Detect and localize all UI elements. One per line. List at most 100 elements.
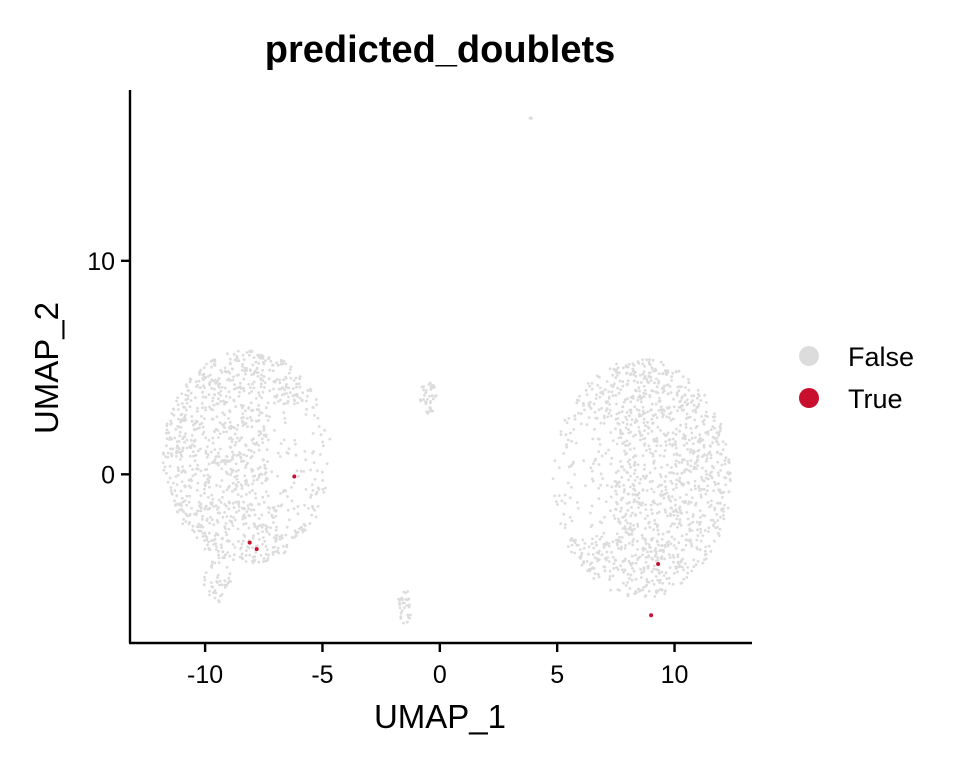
false-point xyxy=(679,509,682,512)
false-point xyxy=(192,439,196,443)
false-point xyxy=(570,550,573,554)
false-point xyxy=(237,505,241,508)
false-point xyxy=(614,507,617,511)
false-point xyxy=(619,460,622,463)
false-point xyxy=(692,403,696,407)
false-point xyxy=(196,449,200,453)
false-point xyxy=(631,367,635,371)
false-point xyxy=(597,558,601,562)
false-point xyxy=(553,459,557,463)
false-point xyxy=(207,462,211,466)
false-point xyxy=(621,366,625,370)
false-point xyxy=(218,485,222,488)
false-point xyxy=(605,550,609,554)
false-point xyxy=(288,371,291,375)
false-point xyxy=(604,451,608,455)
false-point xyxy=(665,443,668,447)
false-point xyxy=(278,455,282,458)
false-point xyxy=(668,566,672,570)
false-point xyxy=(196,406,199,410)
false-point xyxy=(650,570,654,573)
false-point xyxy=(660,570,664,574)
false-point xyxy=(180,496,184,500)
false-point xyxy=(215,380,219,383)
false-point xyxy=(315,490,319,494)
x-tick-label: 5 xyxy=(550,661,564,689)
false-point xyxy=(201,377,205,380)
false-point xyxy=(666,369,669,372)
false-point xyxy=(614,489,617,493)
false-point xyxy=(252,356,256,359)
false-point xyxy=(316,486,320,490)
false-point xyxy=(624,519,628,522)
false-point xyxy=(637,426,641,429)
false-point xyxy=(619,388,622,391)
false-point xyxy=(708,505,711,509)
false-point xyxy=(614,427,617,431)
false-point xyxy=(165,431,168,435)
false-point xyxy=(713,539,716,543)
false-point xyxy=(614,471,618,474)
false-point xyxy=(205,362,208,366)
false-point xyxy=(657,510,661,514)
false-point xyxy=(261,523,265,527)
false-point xyxy=(202,474,206,477)
false-point xyxy=(636,398,640,402)
false-point xyxy=(660,466,663,469)
false-point xyxy=(218,382,222,386)
false-point xyxy=(282,488,286,492)
false-point xyxy=(691,409,695,413)
false-point xyxy=(669,506,673,510)
false-point xyxy=(617,411,621,415)
false-point xyxy=(223,556,226,560)
false-point xyxy=(267,377,271,381)
false-point xyxy=(186,394,190,398)
false-point xyxy=(239,547,243,551)
false-point xyxy=(262,560,265,563)
false-point xyxy=(597,575,601,579)
false-point xyxy=(719,469,722,472)
false-point xyxy=(256,374,260,378)
false-point xyxy=(207,393,211,396)
false-point xyxy=(197,379,201,383)
false-point xyxy=(675,486,678,489)
false-point xyxy=(275,361,279,365)
false-point xyxy=(722,517,726,521)
legend-false-label: False xyxy=(848,342,914,372)
false-point xyxy=(595,534,599,538)
false-point xyxy=(597,375,601,379)
false-point xyxy=(232,506,236,510)
false-point xyxy=(307,506,310,510)
false-point xyxy=(187,522,191,526)
false-point xyxy=(685,532,688,536)
false-point xyxy=(173,436,177,440)
false-point xyxy=(231,481,235,485)
false-point xyxy=(224,401,227,404)
false-point xyxy=(191,524,195,528)
false-point xyxy=(274,514,278,518)
false-point xyxy=(630,529,634,533)
false-point xyxy=(232,375,236,379)
false-point xyxy=(724,476,728,480)
false-point xyxy=(303,450,307,453)
false-point xyxy=(216,573,220,577)
false-point xyxy=(641,405,645,409)
false-point xyxy=(716,471,720,475)
false-point xyxy=(282,544,285,548)
false-point xyxy=(705,457,709,460)
false-point xyxy=(188,405,192,408)
false-point xyxy=(298,375,302,378)
false-point xyxy=(656,578,660,582)
false-point xyxy=(321,440,324,444)
false-point xyxy=(577,411,580,415)
false-point xyxy=(628,485,632,489)
false-point xyxy=(261,458,265,462)
false-point xyxy=(203,487,206,491)
false-point xyxy=(683,400,687,404)
false-point xyxy=(617,520,620,523)
false-point xyxy=(648,371,652,375)
false-point xyxy=(597,463,601,466)
false-point xyxy=(626,594,630,598)
false-point xyxy=(198,509,202,513)
false-point xyxy=(264,467,268,470)
